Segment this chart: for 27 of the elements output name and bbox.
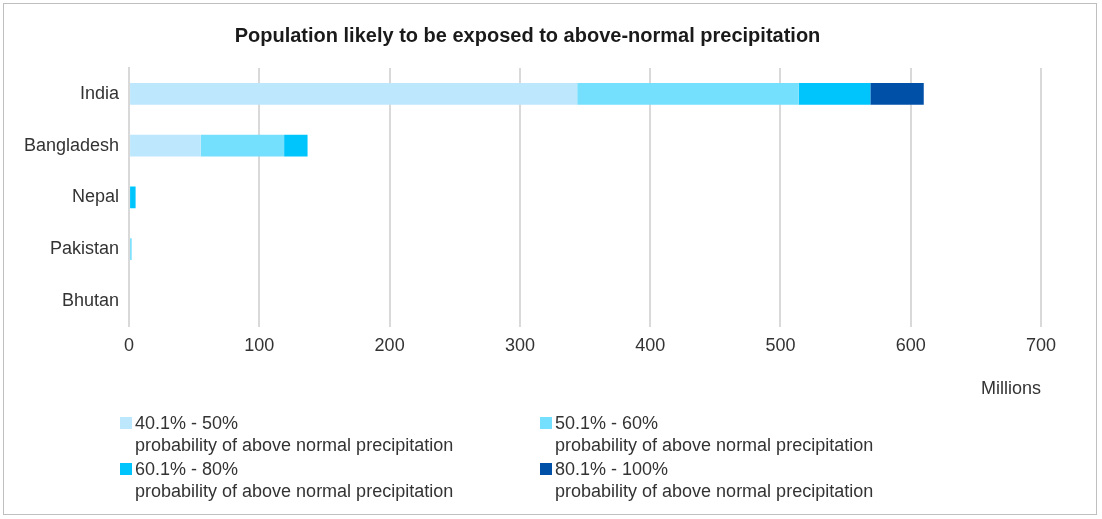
x-tick-label: 200 — [374, 334, 405, 355]
legend-label: 50.1% - 60% probability of above normal precipitation — [555, 412, 874, 456]
bar — [200, 134, 285, 157]
bar — [284, 134, 308, 157]
y-tick-label: Pakistan — [50, 238, 120, 259]
x-tick-label: 600 — [895, 334, 926, 355]
legend-label: 40.1% - 50% probability of above normal precipitation — [135, 412, 454, 456]
x-tick-label: 100 — [244, 334, 275, 355]
y-tick-label: Bhutan — [62, 289, 120, 310]
legend-label: 80.1% - 100% probability of above normal precipitation — [555, 458, 874, 502]
x-axis-title: Millions — [980, 378, 1041, 399]
bar — [130, 83, 578, 105]
x-tick-label: 0 — [124, 334, 135, 355]
x-tick-label: 300 — [504, 334, 535, 355]
chart-title: Population likely to be exposed to above-normal precipitation — [234, 23, 821, 46]
bar — [798, 83, 871, 105]
bar — [870, 83, 924, 105]
x-tick-label: 700 — [1025, 334, 1057, 355]
y-tick-label: India — [80, 82, 121, 103]
y-tick-label: Bangladesh — [23, 134, 120, 155]
bar — [577, 83, 799, 105]
bar — [130, 186, 136, 209]
legend-label: 60.1% - 80% probability of above normal precipitation — [135, 458, 454, 502]
bar — [130, 134, 201, 157]
x-tick-label: 400 — [635, 334, 666, 355]
x-tick-label: 500 — [765, 334, 796, 355]
y-tick-label: Nepal — [72, 186, 120, 207]
